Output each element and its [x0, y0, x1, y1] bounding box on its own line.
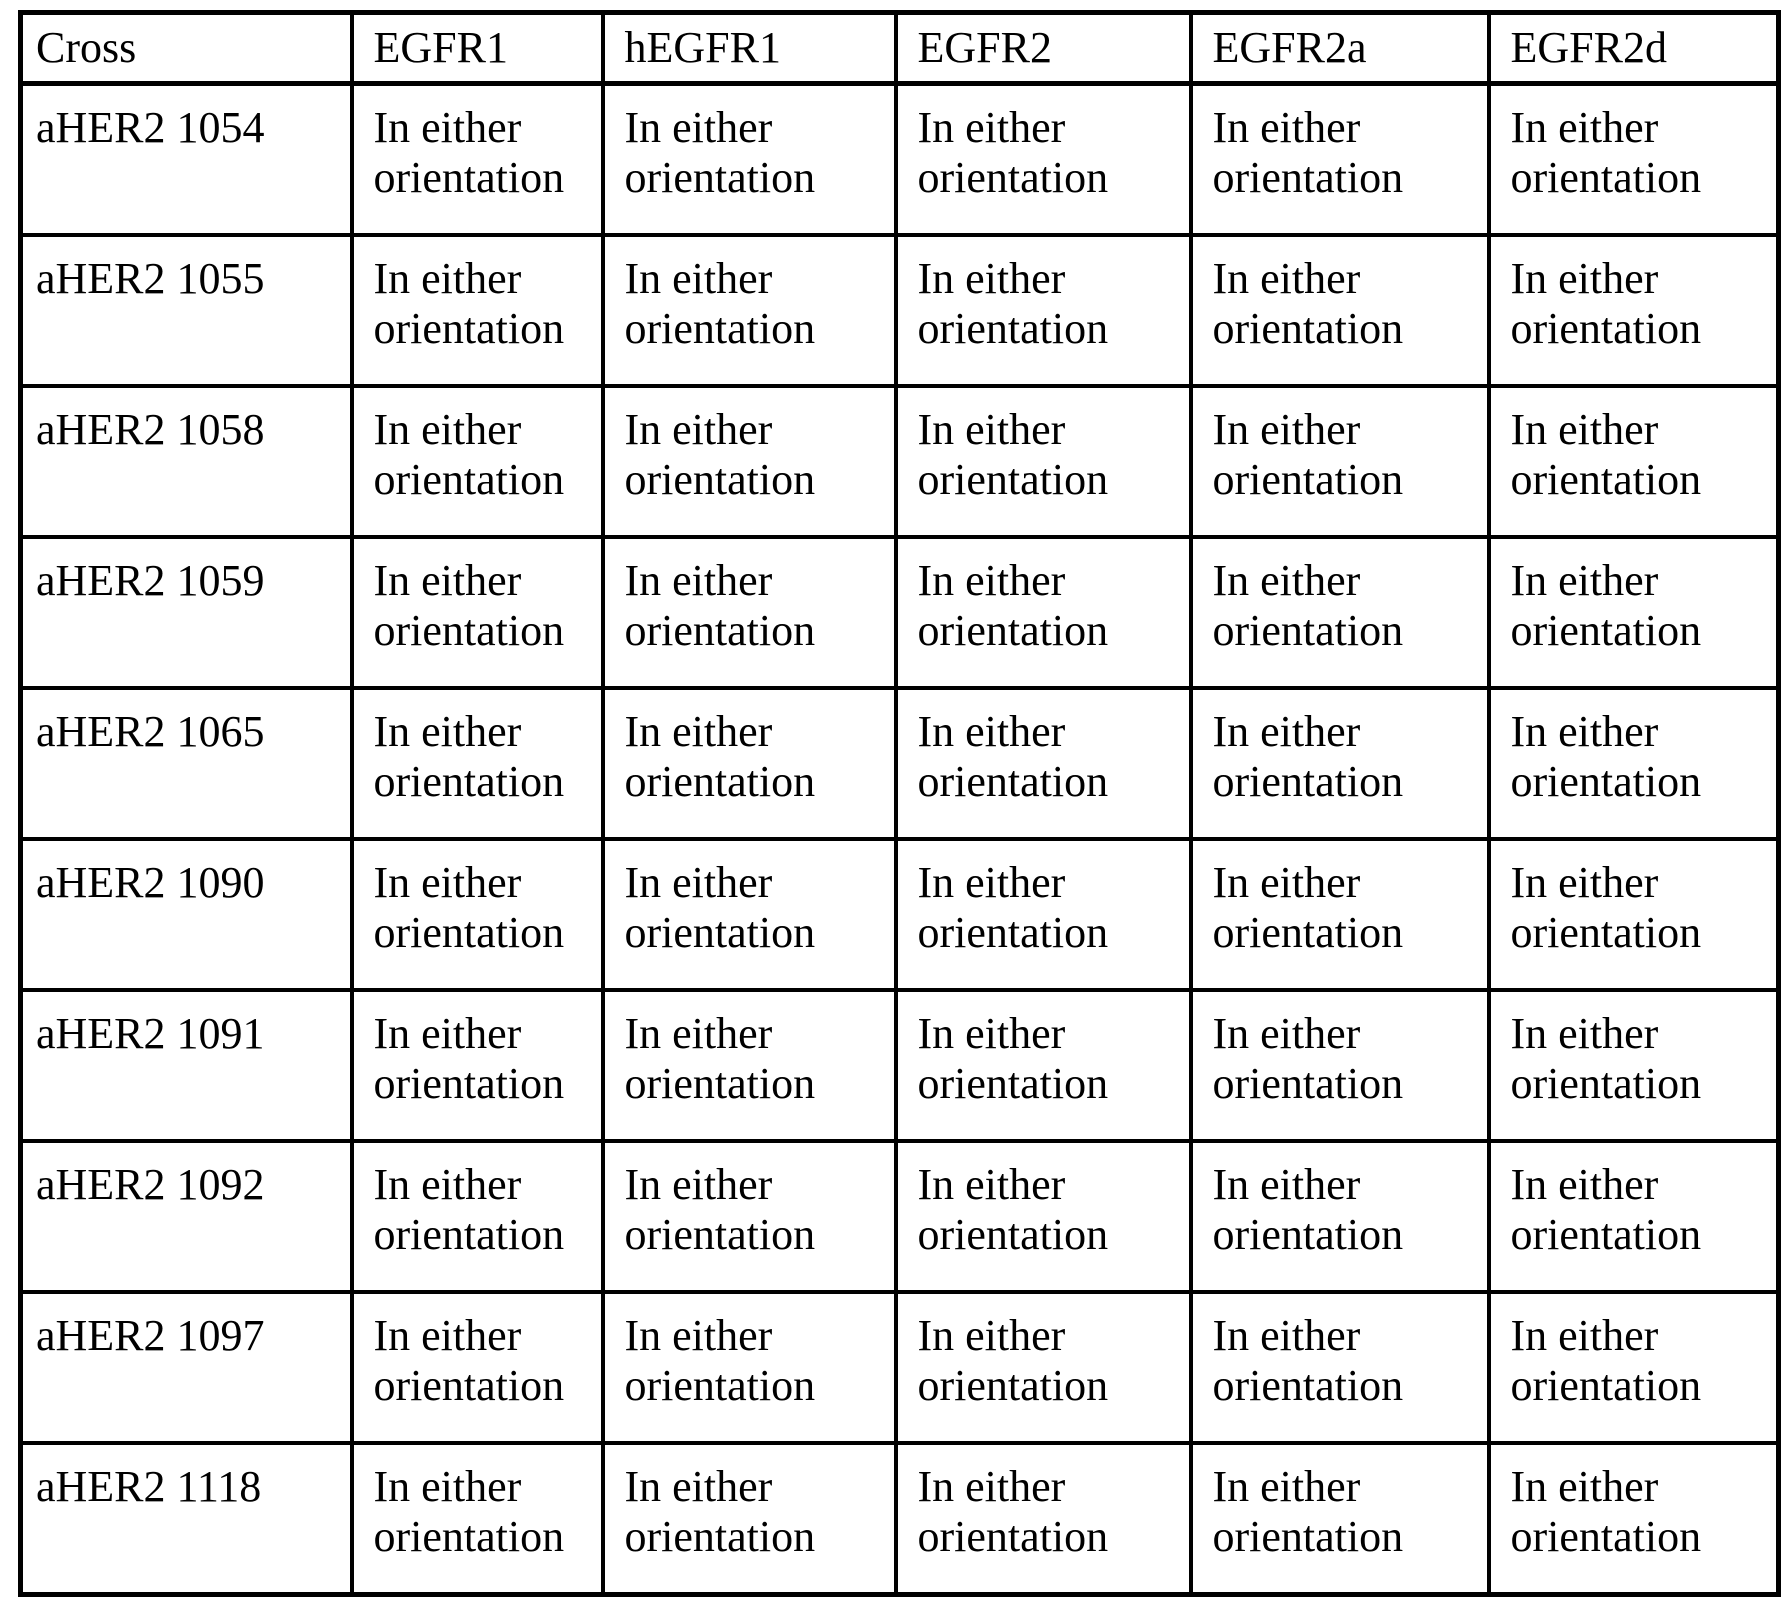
- data-cell: In either orientation: [600, 686, 898, 841]
- data-cell: In either orientation: [1486, 1441, 1781, 1597]
- table-row: aHER2 1092 In either orientation In eith…: [18, 1139, 1781, 1294]
- data-cell: In either orientation: [1188, 686, 1491, 841]
- data-cell: In either orientation: [1486, 1290, 1781, 1445]
- row-label-cell: aHER2 1054: [18, 81, 354, 237]
- table-row: aHER2 1090 In either orientation In eith…: [18, 837, 1781, 992]
- data-cell: In either orientation: [600, 1139, 898, 1294]
- data-cell: In either orientation: [1188, 1441, 1491, 1597]
- data-cell: In either orientation: [893, 1139, 1193, 1294]
- data-cell: In either orientation: [600, 81, 898, 237]
- table-row: aHER2 1091 In either orientation In eith…: [18, 988, 1781, 1143]
- data-cell: In either orientation: [893, 837, 1193, 992]
- data-cell: In either orientation: [600, 837, 898, 992]
- header-cell-egfr1: EGFR1: [349, 10, 605, 86]
- header-cell-hegfr1: hEGFR1: [600, 10, 898, 86]
- data-cell: In either orientation: [1188, 988, 1491, 1143]
- table-row: aHER2 1118 In either orientation In eith…: [18, 1441, 1781, 1597]
- data-cell: In either orientation: [349, 837, 605, 992]
- data-cell: In either orientation: [1486, 384, 1781, 539]
- data-cell: In either orientation: [600, 1441, 898, 1597]
- data-cell: In either orientation: [349, 81, 605, 237]
- data-cell: In either orientation: [349, 535, 605, 690]
- data-cell: In either orientation: [893, 1441, 1193, 1597]
- data-cell: In either orientation: [893, 81, 1193, 237]
- document-table-container: Cross EGFR1 hEGFR1 EGFR2 EGFR2a EGFR2d a…: [18, 10, 1781, 1597]
- data-cell: In either orientation: [1486, 837, 1781, 992]
- data-cell: In either orientation: [893, 384, 1193, 539]
- data-cell: In either orientation: [349, 686, 605, 841]
- data-cell: In either orientation: [1188, 1290, 1491, 1445]
- table-row: aHER2 1058 In either orientation In eith…: [18, 384, 1781, 539]
- table-header-row: Cross EGFR1 hEGFR1 EGFR2 EGFR2a EGFR2d: [18, 10, 1781, 86]
- data-cell: In either orientation: [349, 1139, 605, 1294]
- data-cell: In either orientation: [893, 686, 1193, 841]
- row-label-cell: aHER2 1091: [18, 988, 354, 1143]
- data-cell: In either orientation: [600, 988, 898, 1143]
- data-cell: In either orientation: [1486, 81, 1781, 237]
- data-cell: In either orientation: [600, 384, 898, 539]
- data-cell: In either orientation: [893, 1290, 1193, 1445]
- header-cell-egfr2a: EGFR2a: [1188, 10, 1491, 86]
- header-cell-egfr2d: EGFR2d: [1486, 10, 1781, 86]
- data-cell: In either orientation: [1188, 384, 1491, 539]
- data-cell: In either orientation: [1188, 81, 1491, 237]
- data-cell: In either orientation: [1486, 1139, 1781, 1294]
- table-row: aHER2 1055 In either orientation In eith…: [18, 233, 1781, 388]
- data-cell: In either orientation: [1188, 233, 1491, 388]
- row-label-cell: aHER2 1055: [18, 233, 354, 388]
- data-cell: In either orientation: [349, 384, 605, 539]
- row-label-cell: aHER2 1118: [18, 1441, 354, 1597]
- data-cell: In either orientation: [1188, 837, 1491, 992]
- header-cell-cross: Cross: [18, 10, 354, 86]
- data-cell: In either orientation: [349, 1441, 605, 1597]
- data-cell: In either orientation: [893, 535, 1193, 690]
- data-cell: In either orientation: [893, 233, 1193, 388]
- row-label-cell: aHER2 1059: [18, 535, 354, 690]
- data-cell: In either orientation: [600, 535, 898, 690]
- header-cell-egfr2: EGFR2: [893, 10, 1193, 86]
- data-cell: In either orientation: [1486, 535, 1781, 690]
- data-cell: In either orientation: [1486, 988, 1781, 1143]
- data-cell: In either orientation: [349, 233, 605, 388]
- table-row: aHER2 1054 In either orientation In eith…: [18, 81, 1781, 237]
- data-cell: In either orientation: [1188, 535, 1491, 690]
- data-cell: In either orientation: [893, 988, 1193, 1143]
- cross-results-table: Cross EGFR1 hEGFR1 EGFR2 EGFR2a EGFR2d a…: [18, 10, 1781, 1597]
- row-label-cell: aHER2 1065: [18, 686, 354, 841]
- data-cell: In either orientation: [349, 1290, 605, 1445]
- row-label-cell: aHER2 1097: [18, 1290, 354, 1445]
- table-row: aHER2 1059 In either orientation In eith…: [18, 535, 1781, 690]
- table-row: aHER2 1065 In either orientation In eith…: [18, 686, 1781, 841]
- data-cell: In either orientation: [1486, 686, 1781, 841]
- data-cell: In either orientation: [349, 988, 605, 1143]
- data-cell: In either orientation: [600, 233, 898, 388]
- data-cell: In either orientation: [1486, 233, 1781, 388]
- row-label-cell: aHER2 1090: [18, 837, 354, 992]
- table-row: aHER2 1097 In either orientation In eith…: [18, 1290, 1781, 1445]
- data-cell: In either orientation: [600, 1290, 898, 1445]
- data-cell: In either orientation: [1188, 1139, 1491, 1294]
- row-label-cell: aHER2 1092: [18, 1139, 354, 1294]
- row-label-cell: aHER2 1058: [18, 384, 354, 539]
